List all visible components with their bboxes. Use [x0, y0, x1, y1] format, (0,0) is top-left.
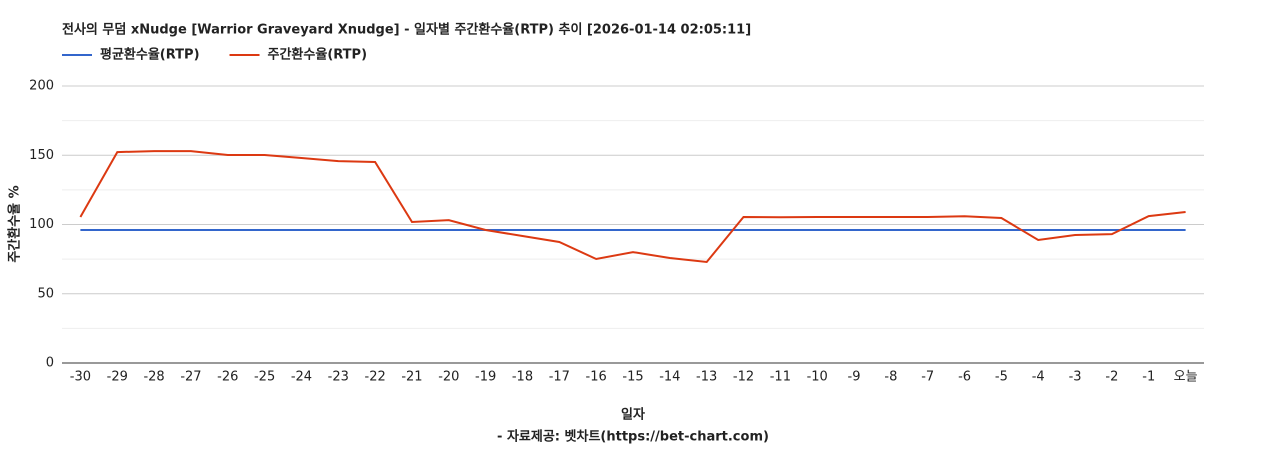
- x-tick-label: -17: [549, 370, 570, 385]
- y-axis-label: 주간환수율 %: [7, 185, 23, 262]
- footer: - 자료제공: 벳차트(https://bet-chart.com): [497, 429, 769, 445]
- x-tick-label: -27: [180, 370, 201, 385]
- y-tick-label: 0: [46, 356, 54, 371]
- legend-label: 평균환수율(RTP): [100, 47, 200, 63]
- x-tick-label: -22: [365, 370, 386, 385]
- x-tick-label: -14: [659, 370, 680, 385]
- x-tick-label: 오늘: [1174, 370, 1198, 385]
- x-axis-label: 일자: [621, 408, 645, 423]
- x-tick-label: -13: [696, 370, 717, 385]
- x-tick-label: -1: [1142, 370, 1155, 385]
- x-tick-label: -23: [328, 370, 349, 385]
- y-tick-label: 100: [29, 217, 54, 232]
- x-tick-label: -16: [586, 370, 607, 385]
- legend-label: 주간환수율(RTP): [268, 47, 368, 63]
- x-tick-label: -24: [291, 370, 312, 385]
- x-tick-label: -20: [438, 370, 459, 385]
- x-tick-label: -6: [958, 370, 971, 385]
- x-tick-label: -12: [733, 370, 754, 385]
- series-line: [79, 150, 1186, 264]
- x-tick-label: -28: [143, 370, 164, 385]
- x-tick-label: -10: [807, 370, 828, 385]
- x-tick-label: -11: [770, 370, 791, 385]
- x-tick-label: -25: [254, 370, 275, 385]
- x-tick-label: -21: [401, 370, 422, 385]
- x-tick-label: -19: [475, 370, 496, 385]
- x-tick-label: -15: [622, 370, 643, 385]
- y-tick-label: 200: [29, 79, 54, 94]
- x-tick-label: -8: [884, 370, 897, 385]
- chart-title: 전사의 무덤 xNudge [Warrior Graveyard Xnudge]…: [62, 22, 751, 38]
- x-tick-label: -7: [921, 370, 934, 385]
- x-tick-label: -4: [1032, 370, 1045, 385]
- y-tick-label: 50: [37, 286, 54, 301]
- x-tick-label: -29: [107, 370, 128, 385]
- x-tick-label: -3: [1069, 370, 1082, 385]
- y-tick-label: 150: [29, 148, 54, 163]
- x-tick-label: -2: [1105, 370, 1118, 385]
- x-tick-label: -26: [217, 370, 238, 385]
- x-tick-label: -30: [70, 370, 91, 385]
- x-tick-label: -9: [848, 370, 861, 385]
- x-tick-label: -5: [995, 370, 1008, 385]
- x-tick-label: -18: [512, 370, 533, 385]
- legend: 평균환수율(RTP) 주간환수율(RTP): [62, 47, 367, 63]
